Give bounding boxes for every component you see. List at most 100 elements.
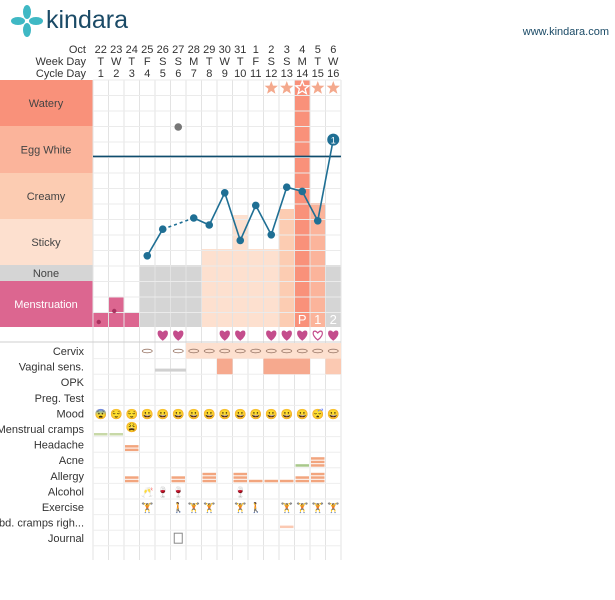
fluid-row-label-bg — [0, 80, 93, 126]
bbt-line — [316, 139, 335, 221]
symptom-bar — [202, 479, 216, 483]
symptom-bar — [94, 433, 108, 436]
bbt-point — [189, 214, 198, 222]
alcohol-icon: 🍷 — [157, 485, 169, 498]
mood-icon: 😌 — [110, 408, 122, 420]
heart-icon — [235, 330, 246, 341]
fluid-cell-none — [139, 265, 155, 327]
bbt-excluded-point — [174, 123, 183, 131]
symptom-bar — [171, 479, 185, 483]
star-icon — [293, 79, 311, 96]
exercise-icon: 🏋 — [203, 501, 215, 514]
fluid-cell-menstruation — [93, 312, 109, 327]
star-icon — [280, 81, 294, 94]
symptom-bar — [311, 472, 325, 476]
mood-icon: 😀 — [296, 408, 308, 420]
date-tick: 26 — [157, 44, 169, 56]
symptom-label: abd. cramps righ... — [0, 518, 84, 530]
date-tick: 4 — [299, 44, 305, 56]
bbt-line — [208, 192, 226, 226]
cervix-mark — [250, 348, 262, 354]
date-tick: 23 — [110, 44, 122, 56]
heart-icon — [281, 330, 292, 341]
cycleday-tick: 2 — [113, 68, 119, 80]
fluid-cell-none — [155, 265, 171, 327]
date-tick: 5 — [315, 44, 321, 56]
cervix-cell — [310, 343, 326, 359]
kindara-logo-icon — [11, 5, 43, 37]
mood-icon: 😌 — [126, 408, 138, 420]
fluid-row-label-bg — [0, 265, 93, 281]
cervix-mark — [172, 348, 184, 354]
fluid-row-label-bg — [0, 281, 93, 327]
mood-icon: 😀 — [157, 408, 169, 420]
weekday-tick: T — [206, 56, 213, 68]
brand-url[interactable]: www.kindara.com — [522, 26, 609, 38]
symptom-bar — [202, 476, 216, 479]
journal-icon — [173, 532, 183, 544]
date-tick: 29 — [203, 44, 215, 56]
date-tick: 24 — [126, 44, 138, 56]
symptom-bar — [109, 433, 123, 436]
cycleday-tick: 14 — [296, 68, 308, 80]
weekday-tick: T — [128, 56, 135, 68]
exercise-icon: 🏋 — [188, 501, 200, 514]
peak-day-label: 1 — [314, 312, 321, 327]
exercise-icon: 🏋 — [281, 501, 293, 514]
exercise-icon: 🏋 — [296, 501, 308, 514]
weekday-tick: T — [314, 56, 321, 68]
exercise-icon: 🏋 — [234, 501, 246, 514]
cycleday-tick: 15 — [312, 68, 324, 80]
cycleday-label: Cycle Day — [36, 68, 87, 80]
fluid-cell-creamy — [310, 203, 326, 327]
weekday-tick: W — [220, 56, 231, 68]
bbt-point — [267, 231, 276, 239]
symptom-bar — [311, 457, 325, 460]
menstruation-dot — [96, 319, 101, 325]
vaginal-sens-cell — [263, 358, 279, 375]
exercise-icon: 🏋 — [312, 501, 324, 514]
cervix-mark — [141, 348, 153, 354]
symptom-label: OPK — [61, 377, 85, 389]
bbt-point — [236, 236, 245, 245]
fluid-row-label: Egg White — [21, 145, 72, 157]
mood-icon: 😀 — [188, 408, 200, 420]
symptom-bar — [295, 479, 309, 483]
symptom-bar — [202, 472, 216, 476]
cycleday-tick: 5 — [160, 68, 166, 80]
bbt-point — [298, 187, 307, 196]
heart-icon — [312, 330, 323, 341]
symptom-bar — [233, 472, 247, 476]
cycleday-tick: 3 — [129, 68, 135, 80]
heart-icon — [219, 330, 230, 341]
weekday-tick: M — [189, 56, 198, 68]
vaginal-sens-cell — [294, 358, 310, 375]
mood-icon: 😀 — [219, 408, 231, 420]
mood-icon: 😀 — [281, 408, 293, 420]
symptom-label: Allergy — [50, 471, 84, 483]
symptom-bar — [125, 479, 139, 483]
symptom-bar — [125, 445, 139, 448]
mood-icon: 😀 — [327, 408, 339, 420]
kindara-logo — [10, 4, 130, 38]
fluid-row-label-bg — [0, 126, 93, 173]
cycleday-tick: 4 — [144, 68, 150, 80]
date-tick: 2 — [268, 44, 274, 56]
fluid-row-label: Sticky — [31, 237, 61, 249]
cycleday-tick: 10 — [234, 68, 246, 80]
fluid-row-label-bg — [0, 219, 93, 265]
cycleday-tick: 6 — [175, 68, 181, 80]
fluid-cell-sticky — [217, 249, 233, 327]
symptom-label: Alcohol — [48, 486, 84, 498]
exercise-icon: 🏋 — [141, 501, 153, 514]
symptom-bar — [311, 464, 325, 467]
vaginal-sens-cell — [325, 358, 341, 375]
cervix-mark — [281, 348, 293, 354]
symptom-label: Headache — [34, 440, 84, 452]
symptom-label: Preg. Test — [35, 393, 84, 405]
bbt-point — [205, 221, 214, 229]
cervix-cell — [217, 343, 233, 359]
symptom-bar — [233, 479, 247, 483]
heart-icon — [297, 330, 308, 341]
cervix-mark — [265, 348, 277, 354]
